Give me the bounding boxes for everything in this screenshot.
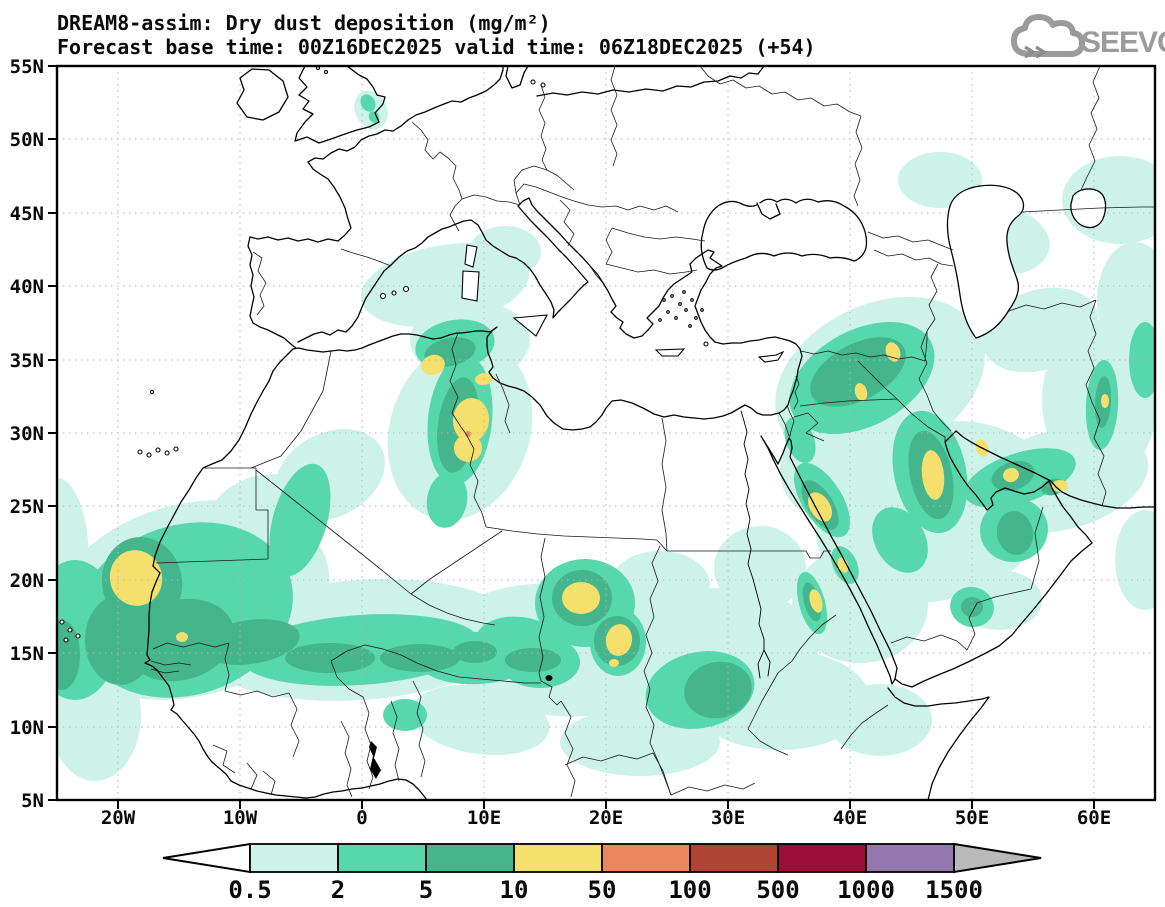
lat-label: 55N <box>10 56 44 78</box>
chevrons-icon <box>1024 45 1048 59</box>
lon-label: 0 <box>356 807 367 829</box>
logo-text: SEEVCCC <box>1081 26 1165 59</box>
lakes-layer <box>369 675 553 779</box>
colorbar-segment <box>249 843 339 873</box>
coast-atlantic-africa <box>144 348 428 800</box>
seevccc-logo: SEEVCCC <box>1011 14 1165 59</box>
lon-label: 20E <box>589 807 623 829</box>
cloud-icon <box>1011 14 1085 57</box>
coast-iran-gulf <box>955 430 1155 509</box>
coast-crimea <box>756 202 781 220</box>
coast-arabia <box>894 430 1093 688</box>
colorbar-segment <box>513 843 603 873</box>
colorbar-segment <box>601 843 691 873</box>
coast-ireland <box>236 68 289 121</box>
lon-label: 20W <box>101 807 136 829</box>
lat-label: 10N <box>10 717 44 739</box>
dust-fill-level4 <box>109 342 1109 667</box>
colorbar-tick-label: 0.5 <box>228 876 271 904</box>
colorbar-segment <box>337 843 427 873</box>
lon-label: 30E <box>711 807 745 829</box>
colorbar: 0.5 2 5 10 50 100 500 1000 1500 <box>162 842 1042 904</box>
coast-britain <box>294 66 386 144</box>
colorbar-tick-label: 1000 <box>837 876 895 904</box>
country-borders-layer <box>150 66 1155 798</box>
river-nile <box>740 410 771 679</box>
coast-mediterranean <box>292 197 803 431</box>
coast-caspian <box>946 184 1025 339</box>
colorbar-segment <box>865 843 955 873</box>
colorbar-segment <box>425 843 515 873</box>
lat-label: 5N <box>21 790 44 812</box>
colorbar-tick-label: 100 <box>668 876 711 904</box>
coast-black-sea <box>700 198 868 271</box>
colorbar-tick-label: 10 <box>500 876 529 904</box>
lon-label: 10W <box>223 807 258 829</box>
colorbar-tick-label: 5 <box>419 876 433 904</box>
colorbar-tick-label: 50 <box>588 876 617 904</box>
lat-label: 50N <box>10 129 44 151</box>
lon-label: 40E <box>833 807 867 829</box>
lon-label: 50E <box>955 807 989 829</box>
lat-label: 35N <box>10 350 44 372</box>
coast-atlantic-europe <box>247 119 409 349</box>
colorbar-segment <box>689 843 779 873</box>
lon-label: 60E <box>1077 807 1111 829</box>
islands-layer <box>59 66 785 643</box>
colorbar-tick-label: 2 <box>331 876 345 904</box>
colorbar-segment <box>777 843 867 873</box>
lat-label: 20N <box>10 570 44 592</box>
longitude-axis: 20W 10W 0 10E 20E 30E 40E 50E 60E <box>101 807 1111 829</box>
lon-label: 10E <box>467 807 501 829</box>
lat-label: 30N <box>10 423 44 445</box>
axis-ticks <box>48 65 1095 809</box>
coast-somalia <box>887 687 990 800</box>
coast-red-sea <box>760 435 898 685</box>
coastlines-layer <box>144 66 1155 800</box>
colorbar-tick-label: 500 <box>756 876 799 904</box>
lat-label: 15N <box>10 643 44 665</box>
chart-subtitle: Forecast base time: 00Z16DEC2025 valid t… <box>57 35 816 59</box>
latitude-axis: 55N 50N 45N 40N 35N 30N 25N 20N 15N 10N … <box>10 56 44 812</box>
chart-title: DREAM8-assim: Dry dust deposition (mg/m²… <box>57 11 551 35</box>
coast-northsea-baltic <box>407 66 765 121</box>
lat-label: 45N <box>10 203 44 225</box>
lat-label: 40N <box>10 276 44 298</box>
colorbar-tick-label: 1500 <box>925 876 983 904</box>
lat-label: 25N <box>10 496 44 518</box>
graticule <box>57 66 1155 800</box>
